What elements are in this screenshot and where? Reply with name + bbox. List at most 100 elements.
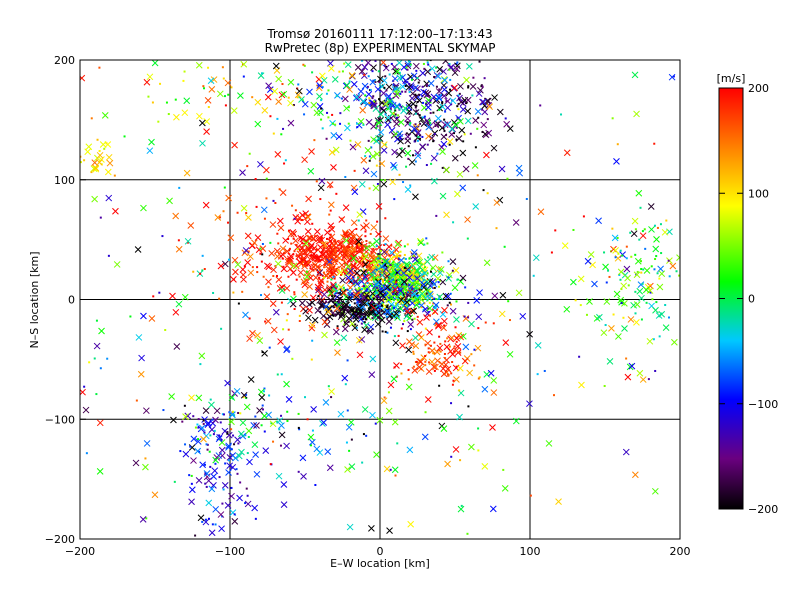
- scatter-point: [228, 492, 235, 500]
- scatter-point: [277, 338, 284, 345]
- scatter-point: [294, 91, 302, 99]
- scatter-point: [370, 284, 378, 292]
- scatter-point: [230, 486, 233, 489]
- scatter-point: [391, 306, 394, 309]
- scatter-point: [324, 448, 332, 456]
- scatter-point: [344, 61, 352, 68]
- scatter-point: [260, 294, 263, 297]
- scatter-point: [296, 248, 299, 251]
- colorbar-tick-label: 200: [748, 82, 769, 95]
- scatter-point: [316, 92, 323, 100]
- scatter-point: [307, 433, 315, 441]
- scatter-point: [388, 260, 391, 263]
- scatter-point: [448, 88, 451, 91]
- scatter-point: [204, 97, 212, 104]
- scatter-point: [432, 301, 440, 309]
- scatter-point: [419, 69, 427, 77]
- scatter-point: [321, 300, 324, 303]
- scatter-point: [412, 280, 415, 283]
- scatter-point: [436, 293, 444, 301]
- scatter-point: [486, 103, 494, 110]
- scatter-point: [371, 277, 374, 280]
- scatter-point: [473, 364, 476, 367]
- scatter-point: [182, 79, 185, 82]
- scatter-point: [388, 105, 391, 108]
- scatter-point: [455, 300, 458, 303]
- scatter-point: [344, 383, 347, 386]
- scatter-point: [464, 286, 467, 289]
- scatter-point: [283, 346, 290, 354]
- scatter-point: [313, 139, 316, 142]
- scatter-point: [224, 501, 232, 509]
- scatter-point: [363, 269, 366, 272]
- scatter-point: [334, 349, 341, 356]
- scatter-point: [545, 440, 553, 447]
- scatter-point: [277, 224, 285, 232]
- scatter-point: [286, 410, 289, 413]
- scatter-point: [333, 305, 341, 312]
- scatter-point: [356, 300, 359, 303]
- scatter-point: [279, 245, 287, 252]
- scatter-point: [634, 312, 637, 315]
- scatter-point: [419, 143, 426, 150]
- scatter-point: [343, 272, 346, 275]
- scatter-point: [346, 86, 353, 93]
- scatter-point: [282, 328, 285, 331]
- scatter-point: [617, 296, 625, 304]
- scatter-point: [357, 238, 360, 241]
- scatter-point: [361, 260, 368, 268]
- scatter-point: [447, 374, 450, 377]
- scatter-point: [395, 60, 403, 67]
- scatter-point: [371, 97, 374, 100]
- scatter-point: [423, 314, 430, 321]
- scatter-point: [331, 122, 334, 125]
- scatter-point: [420, 88, 428, 96]
- scatter-point: [261, 350, 268, 357]
- scatter-point: [151, 101, 154, 104]
- scatter-point: [408, 82, 411, 85]
- scatter-point: [199, 272, 202, 275]
- scatter-point: [265, 278, 272, 286]
- scatter-point: [222, 210, 225, 213]
- scatter-point: [260, 424, 263, 427]
- scatter-point: [344, 263, 352, 270]
- scatter-point: [235, 452, 243, 460]
- scatter-point: [326, 284, 333, 292]
- scatter-point: [270, 422, 273, 425]
- scatter-point: [404, 186, 412, 193]
- scatter-point: [350, 292, 353, 295]
- scatter-point: [412, 350, 415, 353]
- scatter-point: [344, 466, 351, 473]
- scatter-point: [379, 249, 382, 252]
- scatter-point: [392, 82, 400, 90]
- scatter-point: [336, 285, 339, 288]
- scatter-point: [438, 335, 441, 338]
- scatter-point: [208, 485, 216, 493]
- scatter-point: [401, 299, 409, 307]
- scatter-point: [198, 450, 201, 453]
- scatter-point: [381, 330, 384, 333]
- scatter-point: [205, 443, 208, 446]
- scatter-point: [221, 66, 224, 69]
- scatter-point: [246, 458, 253, 466]
- scatter-point: [459, 274, 467, 282]
- scatter-point: [433, 75, 436, 78]
- scatter-point: [406, 68, 409, 71]
- scatter-point: [404, 90, 407, 93]
- scatter-point: [647, 203, 655, 210]
- scatter-point: [242, 75, 245, 78]
- scatter-point: [457, 118, 464, 125]
- colorbar-tick-label: −100: [748, 398, 778, 411]
- scatter-point: [642, 286, 650, 294]
- scatter-point: [323, 315, 331, 323]
- scatter-point: [408, 123, 411, 126]
- scatter-point: [396, 296, 399, 299]
- scatter-point: [477, 86, 484, 94]
- scatter-point: [204, 421, 212, 428]
- scatter-point: [222, 77, 225, 80]
- scatter-point: [96, 419, 104, 427]
- scatter-point: [367, 139, 370, 142]
- scatter-point: [611, 227, 614, 230]
- scatter-point: [443, 130, 446, 133]
